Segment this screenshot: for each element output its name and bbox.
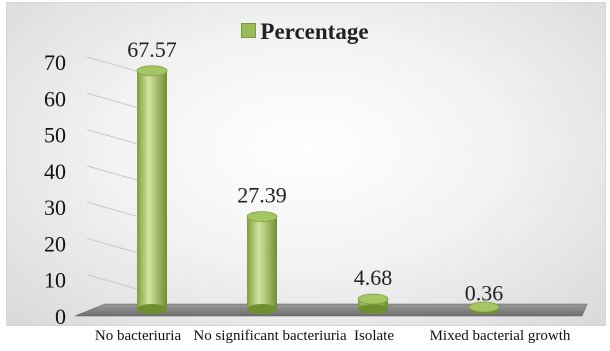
bar-top [246,211,278,223]
y-tick-label: 70 [44,50,66,75]
y-tick-label: 0 [55,304,66,329]
y-tick-label: 20 [44,231,66,256]
legend-swatch [241,23,257,38]
bar [136,65,168,314]
y-tick-label: 50 [44,123,66,148]
bar-top [468,301,500,313]
x-tick-label: No bacteriuria [95,328,182,344]
bar-top [357,293,389,305]
bars [136,65,500,314]
y-tick-label: 30 [44,195,66,220]
data-label: 27.39 [237,183,287,208]
data-labels: 67.57 27.39 4.68 0.36 [127,37,503,306]
bar-base [358,304,388,314]
y-tick-label: 40 [44,159,66,184]
legend-label: Percentage [260,19,369,44]
legend: Percentage [0,19,610,45]
chart-floor [74,303,588,317]
data-label: 4.68 [354,265,393,290]
bar [357,293,389,314]
x-tick-label: No significant bacteriuria [193,328,347,344]
data-label: 67.57 [127,37,177,62]
bar [246,211,278,314]
y-axis-ticks: 0 10 20 30 40 50 60 70 [44,50,66,329]
y-tick-label: 10 [44,268,66,293]
bar-base [247,304,277,314]
bar [468,301,500,314]
chart-area [6,2,606,326]
y-tick-label: 60 [44,86,66,111]
bar-base [137,304,167,314]
bar-body [247,216,277,309]
data-label: 0.36 [465,281,504,306]
x-axis-labels: No bacteriuria No significant bacteriuria… [95,328,571,344]
bar-top [136,65,168,77]
floor-plane [74,303,588,317]
x-tick-label: Isolate [354,328,394,344]
x-tick-label: Mixed bacterial growth [430,328,571,344]
bar-body [137,70,167,309]
